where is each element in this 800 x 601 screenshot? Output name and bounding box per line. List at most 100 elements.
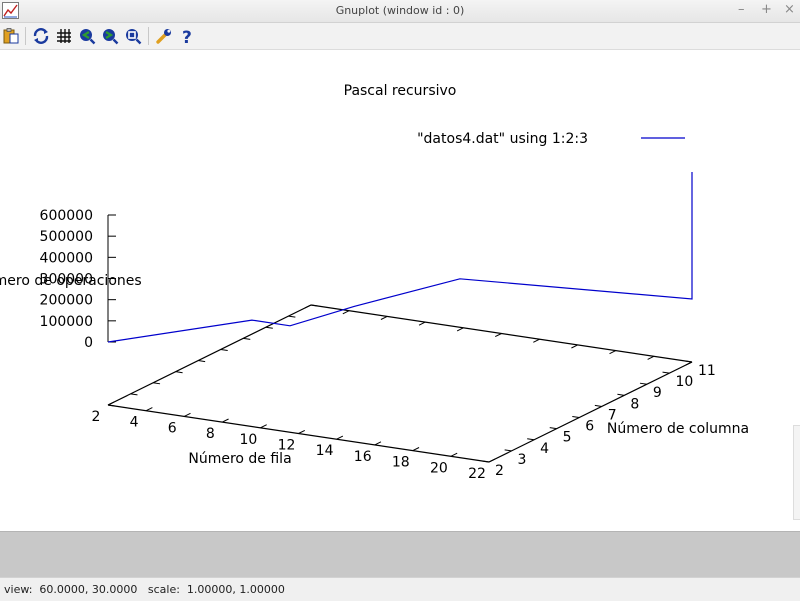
grid-icon [57, 29, 71, 43]
y-axis-label: Número de columna [607, 421, 749, 437]
question-icon: ? [182, 28, 192, 45]
x-tick-mark-back [342, 310, 350, 315]
y-tick-mark-back [310, 304, 318, 307]
toolbar-separator [25, 27, 26, 45]
z-tick-label: 400000 [40, 250, 93, 266]
x-tick-mark [222, 418, 229, 423]
y-tick-mark-back [175, 371, 183, 374]
x-tick-label: 16 [354, 449, 372, 465]
data-series-line [107, 172, 693, 343]
z-axis-ticks: 0 100000 200000 300000 400000 500000 600000 [40, 208, 116, 351]
empty-panel [0, 531, 800, 577]
x-axis-label: Número de fila [188, 451, 291, 467]
z-tick-label: 500000 [40, 229, 93, 245]
toolbar-separator [148, 27, 149, 45]
y-tick-mark-back [243, 337, 251, 340]
y-tick-label: 8 [630, 396, 639, 412]
replot-button[interactable] [31, 26, 51, 46]
x-tick-mark [336, 435, 344, 440]
plot-area: Pascal recursivo "datos4.dat" using 1:2:… [0, 50, 800, 530]
x-tick-mark-back [533, 338, 540, 343]
y-tick-label: 10 [675, 374, 693, 390]
x-tick-mark [260, 424, 267, 429]
y-tick-mark-back [265, 326, 273, 329]
minimize-button[interactable]: – [738, 2, 745, 17]
x-tick-label: 10 [239, 432, 257, 448]
x-tick-mark-back [609, 350, 617, 355]
x-tick-mark-back [647, 355, 655, 360]
x-tick-mark [145, 407, 153, 412]
y-axis-line [488, 361, 693, 463]
z-tick-label: 0 [84, 335, 93, 351]
back-y-edge [107, 304, 312, 406]
clipboard-icon [3, 28, 19, 44]
x-tick-label: 8 [206, 426, 215, 442]
y-tick-label: 5 [563, 430, 572, 446]
side-handle [793, 425, 800, 520]
next-zoom-button[interactable] [100, 26, 120, 46]
y-tick-mark [662, 371, 670, 374]
y-tick-mark-back [288, 315, 296, 318]
x-tick-label: 4 [130, 415, 139, 431]
toggle-grid-button[interactable] [54, 26, 74, 46]
y-tick-mark-back [153, 382, 161, 385]
maximize-button[interactable]: + [761, 2, 772, 17]
x-tick-mark-back [571, 344, 578, 349]
y-tick-label: 6 [585, 419, 594, 435]
close-button[interactable]: × [784, 2, 795, 17]
toolbar: ? [0, 23, 800, 50]
x-tick-label: 12 [278, 438, 296, 454]
z-tick-label: 300000 [40, 272, 93, 288]
x-tick-mark [450, 452, 458, 457]
x-tick-mark-back [494, 333, 502, 338]
wrench-icon [156, 29, 171, 44]
y-tick-mark [572, 416, 580, 419]
x-tick-label: 18 [392, 455, 410, 471]
x-tick-mark-back [304, 304, 312, 309]
x-tick-label: 22 [468, 466, 486, 482]
y-tick-label: 3 [518, 452, 527, 468]
y-tick-label: 2 [495, 463, 504, 479]
options-button[interactable] [154, 26, 174, 46]
zoom-next-icon [103, 29, 119, 45]
y-tick-mark [594, 404, 602, 407]
y-tick-mark [639, 382, 647, 385]
zoom-prev-icon [80, 29, 96, 45]
z-tick-label: 100000 [40, 314, 93, 330]
x-tick-mark-back [685, 361, 693, 366]
x-tick-label: 6 [168, 420, 177, 436]
y-tick-mark [549, 427, 557, 430]
y-tick-label: 11 [698, 363, 716, 379]
title-bar: Gnuplot (window id : 0) – + × [0, 0, 800, 23]
x-tick-mark [107, 401, 115, 406]
y-tick-mark-back [130, 393, 138, 396]
y-tick-label: 4 [540, 441, 549, 457]
status-text: view: 60.0000, 30.0000 scale: 1.00000, 1… [4, 583, 285, 596]
help-button[interactable]: ? [177, 26, 197, 46]
previous-zoom-button[interactable] [77, 26, 97, 46]
status-bar: view: 60.0000, 30.0000 scale: 1.00000, 1… [0, 577, 800, 601]
x-tick-mark-back [418, 321, 426, 326]
y-tick-mark-back [107, 404, 115, 407]
gnuplot-app-icon [2, 2, 19, 19]
y-tick-mark [504, 449, 512, 452]
window-title: Gnuplot (window id : 0) [335, 4, 465, 17]
svg-text:?: ? [182, 28, 192, 45]
zoom-fit-icon [126, 29, 142, 45]
x-tick-label: 2 [92, 409, 101, 425]
y-tick-mark [482, 460, 490, 463]
x-tick-label: 14 [316, 443, 334, 459]
refresh-icon [33, 28, 49, 44]
y-tick-mark [685, 360, 693, 363]
autoscale-button[interactable] [123, 26, 143, 46]
z-tick-label: 600000 [40, 208, 93, 224]
copy-to-clipboard-button[interactable] [1, 26, 21, 46]
x-tick-mark-back [456, 327, 464, 332]
x-tick-mark-back [380, 315, 388, 320]
z-tick-label: 200000 [40, 293, 93, 309]
y-tick-mark-back [198, 360, 206, 363]
x-tick-mark [298, 429, 306, 434]
z-axis-label: Número de operaciones [0, 273, 142, 289]
y-tick-mark-back [220, 348, 228, 351]
